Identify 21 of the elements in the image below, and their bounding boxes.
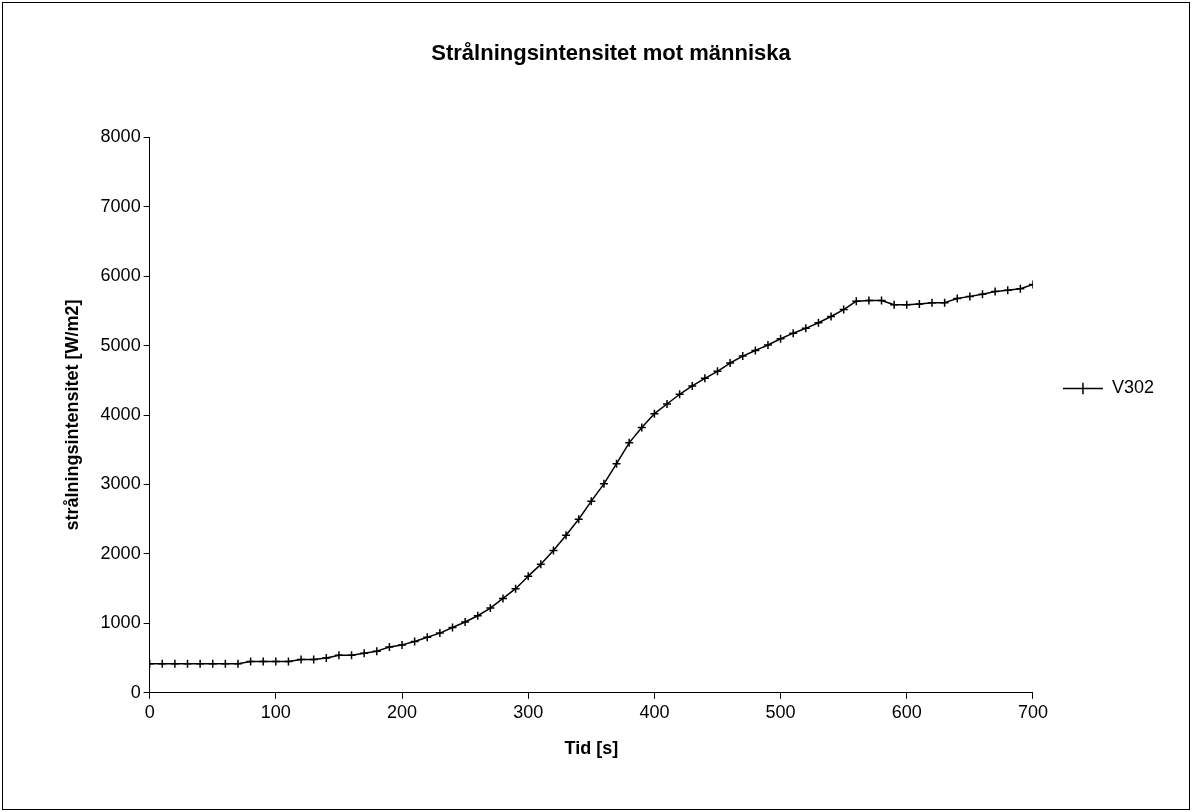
y-tick-label: 7000 [100,195,141,216]
y-tick-label: 3000 [100,473,141,494]
x-tick-label: 0 [144,701,155,722]
legend-label: V302 [1111,377,1155,398]
chart-title: Strålningsintensitet mot människa [431,40,792,66]
x-tick-label: 100 [260,701,291,722]
y-tick-label: 5000 [100,334,141,355]
x-axis-title: Tid [s] [564,738,619,759]
y-tick-label: 1000 [100,612,141,633]
y-axis-title: strålningsintensitet [W/m2] [61,299,82,531]
x-tick-label: 200 [387,701,418,722]
x-tick-label: 500 [765,701,796,722]
y-tick-label: 0 [130,681,141,702]
x-tick-label: 400 [639,701,670,722]
y-tick-label: 6000 [100,265,141,286]
x-tick-label: 300 [513,701,544,722]
y-tick-label: 2000 [100,542,141,563]
x-tick-label: 600 [891,701,922,722]
y-tick-label: 8000 [100,126,141,147]
x-tick-label: 700 [1017,701,1048,722]
y-tick-label: 4000 [100,404,141,425]
